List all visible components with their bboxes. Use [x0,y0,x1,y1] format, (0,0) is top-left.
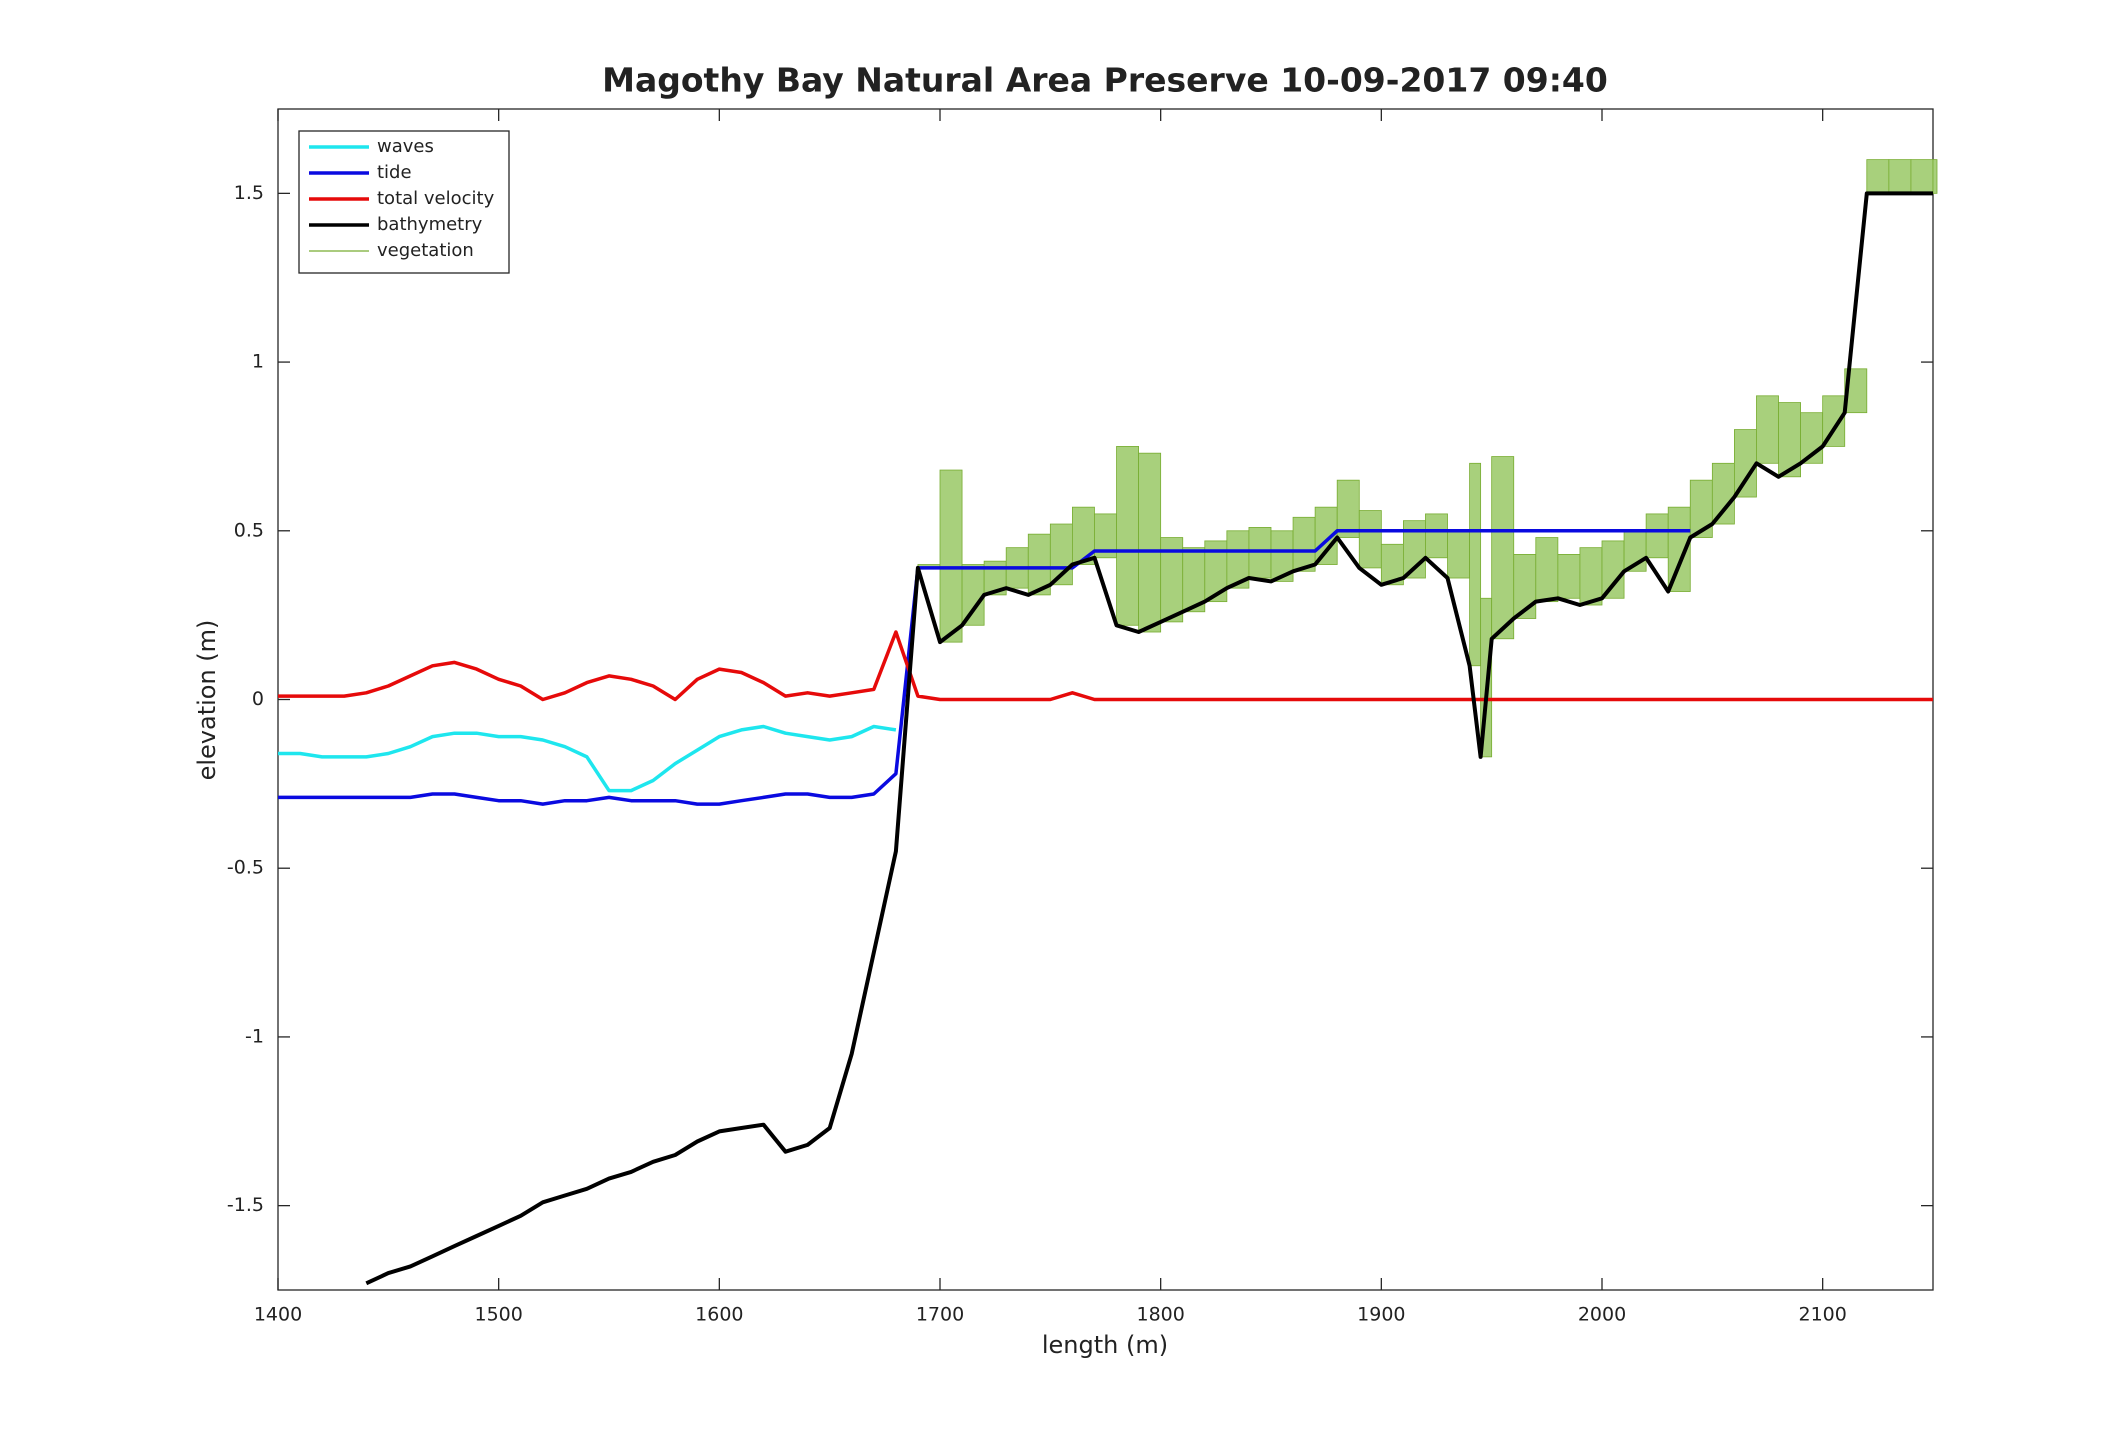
vegetation-band [1844,368,1868,414]
series-line [278,724,897,793]
vegetation-band [1711,462,1735,525]
series-line [365,191,1933,1286]
chart-title: Magothy Bay Natural Area Preserve 10-09-… [602,61,1608,100]
legend-label: tide [377,162,412,183]
x-tick-label: 1400 [254,1304,302,1326]
vegetation-band [1866,159,1890,194]
vegetation-band [1756,395,1779,464]
vegetation-band [1888,159,1912,194]
vegetation-band [1910,159,1934,194]
vegetation-band [1734,429,1757,498]
y-tick-label: -0.5 [227,857,264,879]
vegetation-band [1336,479,1360,538]
y-tick-label: -1 [245,1025,264,1047]
vegetation-band [1822,395,1846,447]
x-tick-label: 2100 [1798,1304,1846,1326]
legend-label: total velocity [377,188,495,209]
vegetation-band [1447,530,1470,579]
y-axis-label: elevation (m) [193,620,221,781]
y-tick-label: 1.5 [234,182,264,204]
y-tick-label: -1.5 [227,1194,264,1216]
vegetation-band [1138,452,1162,633]
x-tick-label: 1900 [1357,1304,1405,1326]
vegetation-band [1292,516,1316,572]
vegetation-band [1579,547,1603,606]
x-tick-label: 2000 [1578,1304,1626,1326]
vegetation-band [1557,554,1581,599]
vegetation-band [1491,456,1515,640]
series-line [278,529,1691,806]
x-axis-label: length (m) [1042,1331,1168,1359]
series-line [278,630,1933,702]
vegetation-band [1645,513,1669,559]
y-tick-label: 0.5 [234,519,264,541]
y-tick-label: 0 [252,688,264,710]
y-tick-label: 1 [252,351,264,373]
x-tick-label: 1700 [916,1304,964,1326]
vegetation-band [1072,506,1095,565]
vegetation-band [1535,537,1559,603]
vegetation-band [1932,159,1938,194]
x-tick-label: 1600 [695,1304,743,1326]
vegetation-band [1667,506,1691,592]
vegetation-band [1601,540,1625,599]
x-tick-label: 1500 [474,1304,522,1326]
legend-label: waves [377,136,434,157]
x-tick-label: 1800 [1136,1304,1184,1326]
vegetation-band [1425,513,1448,559]
vegetation-band [1469,462,1482,667]
vegetation-band [939,469,963,643]
vegetation-band [1358,510,1382,569]
vegetation-band [1116,446,1139,626]
vegetation-band [961,564,985,626]
legend-label: vegetation [377,240,474,261]
legend-box [298,130,510,274]
legend-label: bathymetry [377,214,483,235]
